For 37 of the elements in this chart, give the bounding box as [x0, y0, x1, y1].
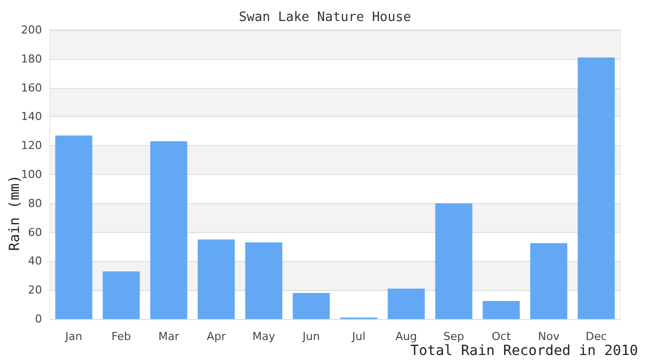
x-tick-label: Apr	[206, 330, 226, 343]
bar	[578, 57, 615, 319]
chart-title: Swan Lake Nature House	[238, 10, 412, 25]
bar	[292, 292, 330, 319]
y-tick-label: 100	[21, 168, 42, 181]
x-tick-label: Jan	[64, 330, 82, 343]
x-tick-label: Oct	[492, 330, 512, 343]
y-tick-label: 0	[35, 312, 42, 326]
bar	[435, 203, 472, 319]
y-tick-label: 160	[21, 81, 42, 94]
x-tick-label: Mar	[158, 330, 180, 343]
y-tick-label: 120	[21, 139, 42, 152]
x-tick-label: Jun	[302, 330, 320, 343]
bar	[388, 288, 425, 319]
x-tick-label: May	[252, 330, 276, 343]
y-tick-label: 200	[21, 24, 42, 36]
x-tick-label: Nov	[538, 330, 560, 343]
y-tick-label: 80	[28, 196, 42, 210]
y-tick-label: 60	[28, 226, 42, 239]
bar	[198, 240, 235, 319]
x-tick-label: Sep	[443, 330, 464, 343]
bar	[150, 141, 188, 319]
bar	[530, 243, 568, 319]
y-tick-label: 40	[28, 254, 42, 268]
x-tick-label: Aug	[396, 330, 417, 343]
bar	[55, 135, 92, 319]
y-tick-label: 140	[21, 110, 42, 124]
x-tick-label: Dec	[586, 330, 607, 343]
y-tick-label: 180	[21, 52, 42, 66]
y-tick-label: 20	[28, 284, 42, 297]
x-axis-title: Total Rain Recorded in 2010	[410, 343, 638, 359]
bar	[245, 242, 282, 319]
x-tick-label: Jul	[351, 330, 366, 343]
bar	[482, 300, 520, 319]
y-axis-title: Rain (mm)	[7, 175, 23, 251]
bar	[102, 271, 140, 319]
x-tick-label: Feb	[112, 330, 131, 343]
